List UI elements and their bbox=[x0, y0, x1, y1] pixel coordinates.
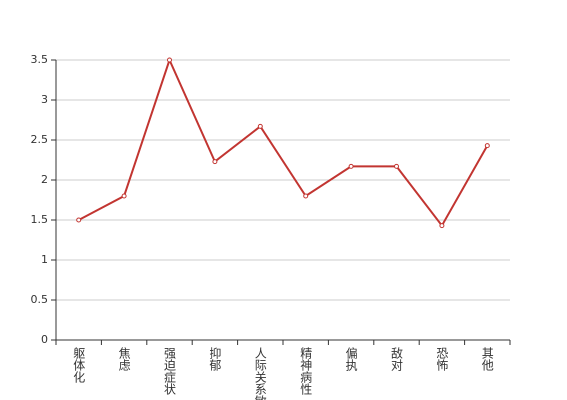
line bbox=[78, 57, 489, 228]
point bbox=[76, 217, 82, 223]
x-tick-label: 其他 bbox=[480, 347, 494, 371]
point bbox=[303, 193, 309, 199]
point bbox=[167, 57, 172, 63]
x-tick-label: 抑郁 bbox=[208, 346, 222, 372]
y-tick-label: 0 bbox=[41, 333, 48, 346]
x-tick-label: 焦虑 bbox=[117, 347, 131, 371]
y-tick-label: 2.5 bbox=[31, 133, 49, 146]
x-tick-label: 强迫症状 bbox=[163, 347, 177, 395]
x-tick-label: 人际关系敏感 bbox=[253, 347, 267, 400]
y-tick-label: 1 bbox=[41, 253, 48, 266]
x-tick-label: 精神病性 bbox=[299, 347, 313, 396]
y-tick-label: 3 bbox=[41, 93, 48, 106]
y-tick-label: 0.5 bbox=[31, 293, 49, 306]
point bbox=[348, 163, 354, 169]
y-tick-label: 2 bbox=[41, 173, 48, 186]
x-tick-label: 躯体化 bbox=[72, 346, 86, 384]
point bbox=[212, 159, 218, 165]
y-tick-label: 3.5 bbox=[31, 53, 49, 66]
point bbox=[439, 223, 445, 229]
y-tick-label: 1.5 bbox=[31, 213, 49, 226]
x-tick-label: 敌对 bbox=[390, 346, 404, 371]
point bbox=[484, 143, 490, 149]
point bbox=[257, 123, 263, 129]
x-tick-label: 恐怖 bbox=[435, 347, 449, 371]
point bbox=[121, 193, 127, 199]
point bbox=[394, 163, 399, 169]
x-tick-label: 偏执 bbox=[344, 346, 358, 372]
